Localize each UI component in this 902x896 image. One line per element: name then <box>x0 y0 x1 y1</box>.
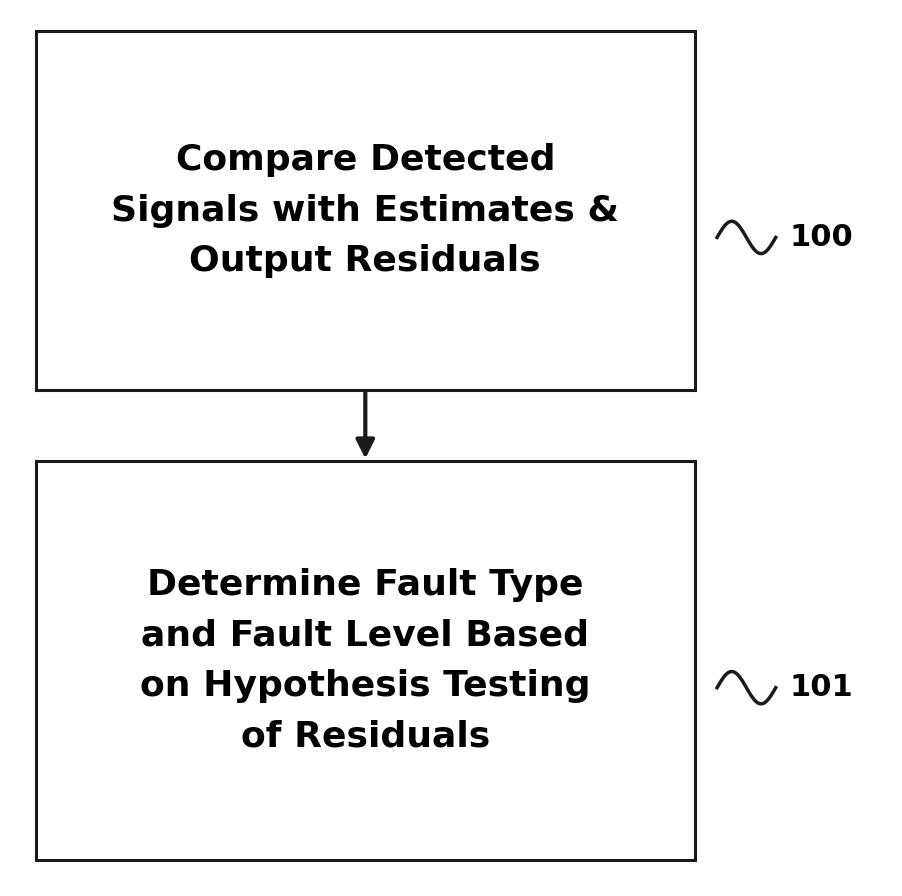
Text: Compare Detected
Signals with Estimates &
Output Residuals: Compare Detected Signals with Estimates … <box>111 143 620 278</box>
Text: 101: 101 <box>789 673 853 702</box>
Bar <box>36 461 695 860</box>
Text: Determine Fault Type
and Fault Level Based
on Hypothesis Testing
of Residuals: Determine Fault Type and Fault Level Bas… <box>140 568 591 754</box>
Bar <box>36 31 695 390</box>
Text: 100: 100 <box>789 223 853 252</box>
